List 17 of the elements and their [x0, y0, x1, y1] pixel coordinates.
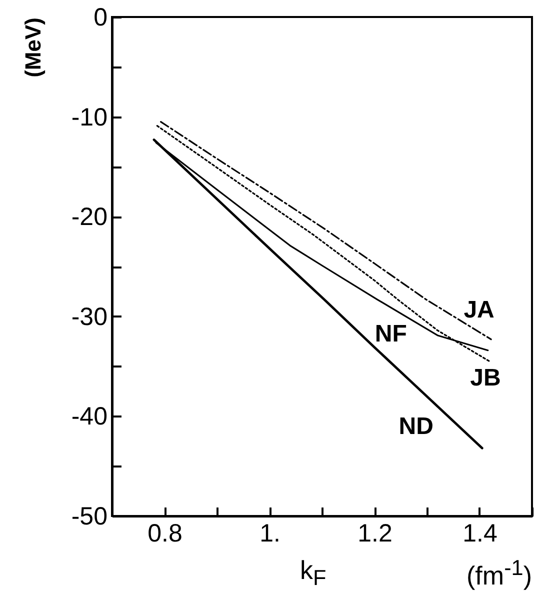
x-tick-label: 1.2 — [358, 520, 392, 548]
y-tick-label: -40 — [71, 402, 108, 431]
y-tick-label: -20 — [71, 203, 108, 232]
y-tick-label: -10 — [71, 103, 108, 132]
x-tick-label: 0.8 — [148, 520, 182, 548]
series-label: JA — [464, 296, 494, 324]
y-tick-label: 0 — [94, 4, 108, 32]
x-tick-label: 1.4 — [462, 520, 498, 548]
y-axis-title: (MeV) — [20, 18, 46, 78]
y-tick-label: -50 — [71, 502, 108, 530]
text: (fm$^{-1}$) — [466, 555, 532, 592]
y-tick-label: -30 — [71, 302, 108, 331]
x-tick-label: 1. — [260, 520, 280, 548]
series-label: ND — [398, 413, 434, 440]
x-axis-title: k$_{F}$ — [300, 555, 326, 592]
series-label: JB — [470, 364, 501, 392]
series-label: NF — [374, 320, 407, 348]
